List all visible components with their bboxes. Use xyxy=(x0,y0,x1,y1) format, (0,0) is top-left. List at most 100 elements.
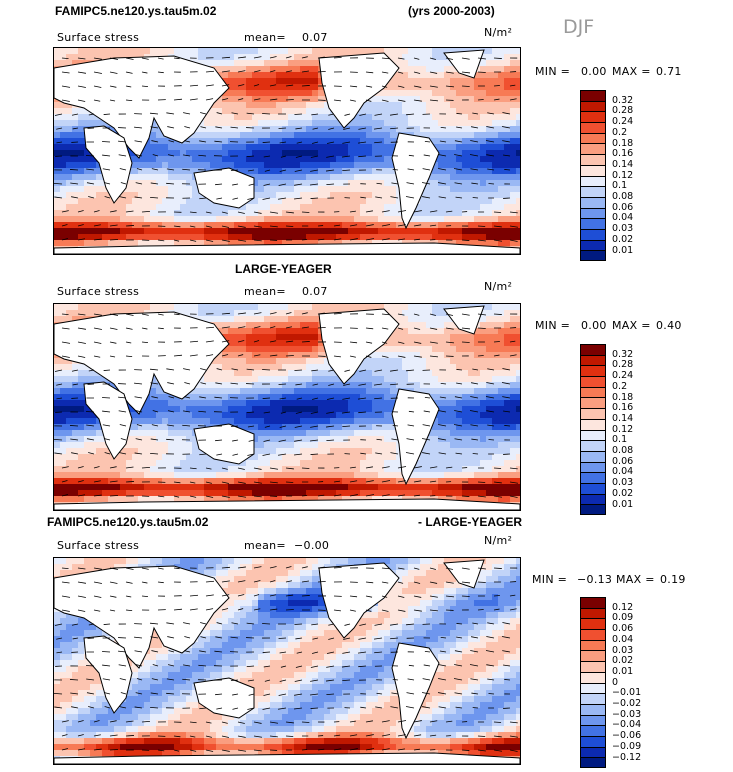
colorbar-tick-label: 0.16 xyxy=(612,402,634,414)
colorbar-tick-label: −0.03 xyxy=(612,708,642,720)
colorbar-tick-label: 0.12 xyxy=(612,601,634,613)
colorbar-swatch xyxy=(580,186,606,197)
colorbar-tick-label: 0.14 xyxy=(612,412,634,424)
colorbar-tick-label: 0.18 xyxy=(612,137,634,149)
panel-1-min-label: MIN = xyxy=(535,65,571,78)
colorbar-swatch xyxy=(580,693,606,704)
colorbar-swatch xyxy=(580,450,606,462)
panel-2-colorbar xyxy=(580,344,606,515)
colorbar-swatch xyxy=(580,735,606,747)
panel-1-colorbar xyxy=(580,90,606,261)
panel-2-field-label: Surface stress xyxy=(57,285,140,298)
colorbar-tick-label: 0.28 xyxy=(612,105,634,117)
colorbar-tick-label: 0.16 xyxy=(612,148,634,160)
colorbar-swatch xyxy=(580,228,606,240)
colorbar-swatch xyxy=(580,429,606,441)
colorbar-tick-label: 0.09 xyxy=(612,612,634,624)
colorbar-tick-label: 0.24 xyxy=(612,370,634,382)
panel-3-units: N/m² xyxy=(484,534,513,547)
colorbar-swatch xyxy=(580,725,606,736)
colorbar-swatch xyxy=(580,365,606,377)
colorbar-swatch xyxy=(580,250,606,261)
colorbar-tick-label: 0.08 xyxy=(612,191,634,202)
colorbar-swatch xyxy=(580,746,606,758)
continents xyxy=(54,305,520,510)
panel-3-max-value: 0.19 xyxy=(660,573,686,586)
panel-1-title-right: (yrs 2000-2003) xyxy=(408,4,495,18)
colorbar-swatch xyxy=(580,132,606,144)
colorbar-tick-label: −0.02 xyxy=(612,698,642,709)
continents xyxy=(54,559,520,764)
colorbar-swatch xyxy=(580,164,606,176)
colorbar-swatch xyxy=(580,650,606,662)
colorbar-tick-label: 0.12 xyxy=(612,169,634,181)
colorbar-tick-label: 0.32 xyxy=(612,348,634,360)
colorbar-swatch xyxy=(580,671,606,683)
panel-2-title-center: LARGE-YEAGER xyxy=(235,262,332,276)
panel-1-max-value: 0.71 xyxy=(656,65,682,78)
colorbar-swatch xyxy=(580,111,606,123)
colorbar-swatch xyxy=(580,661,606,672)
panel-2-map xyxy=(53,303,521,511)
colorbar-swatch xyxy=(580,100,606,112)
panel-2-mean-value: 0.07 xyxy=(302,285,328,298)
colorbar-tick-label: 0.32 xyxy=(612,94,634,106)
colorbar-tick-label: 0.01 xyxy=(612,498,634,510)
colorbar-swatch xyxy=(580,90,606,101)
colorbar-tick-label: 0.18 xyxy=(612,391,634,403)
wind-stress-vectors xyxy=(54,566,519,752)
colorbar-tick-label: 0.03 xyxy=(612,477,634,489)
panel-1-field-label: Surface stress xyxy=(57,31,140,44)
colorbar-swatch xyxy=(580,376,606,387)
colorbar-swatch xyxy=(580,408,606,419)
colorbar-tick-label: 0.06 xyxy=(612,455,634,467)
colorbar-swatch xyxy=(580,504,606,515)
colorbar-tick-label: 0.08 xyxy=(612,445,634,456)
colorbar-swatch xyxy=(580,143,606,155)
panel-2-min-value: 0.00 xyxy=(581,319,607,332)
panel-1-max-label: MAX = xyxy=(612,65,651,78)
colorbar-tick-label: 0.12 xyxy=(612,423,634,435)
panel-1-min-value: 0.00 xyxy=(581,65,607,78)
colorbar-tick-label: 0.03 xyxy=(612,644,634,656)
panel-3-map-svg xyxy=(54,558,520,764)
panel-1-title-left: FAMIPC5.ne120.ys.tau5m.02 xyxy=(55,4,217,18)
colorbar-tick-label: 0.2 xyxy=(612,380,628,392)
panel-3-field-label: Surface stress xyxy=(57,539,140,552)
colorbar-tick-label: 0.02 xyxy=(612,487,634,499)
colorbar-tick-label: 0.04 xyxy=(612,212,634,224)
colorbar-tick-label: −0.06 xyxy=(612,730,642,742)
colorbar-swatch xyxy=(580,493,606,505)
season-label: DJF xyxy=(563,16,595,38)
colorbar-tick-label: −0.01 xyxy=(612,687,642,699)
panel-2-units: N/m² xyxy=(484,280,513,293)
colorbar-tick-label: 0.02 xyxy=(612,655,634,667)
colorbar-tick-label: 0.2 xyxy=(612,126,628,138)
colorbar-tick-label: 0.06 xyxy=(612,623,634,635)
colorbar-swatch xyxy=(580,344,606,355)
panel-3-map xyxy=(53,557,521,765)
panel-3-title-right: - LARGE-YEAGER xyxy=(418,515,523,529)
panel-2-min-label: MIN = xyxy=(535,319,571,332)
colorbar-tick-label: −0.04 xyxy=(612,719,642,731)
colorbar-tick-label: −0.12 xyxy=(612,751,642,763)
colorbar-swatch xyxy=(580,418,606,430)
colorbar-tick-label: 0.04 xyxy=(612,466,634,478)
panel-3-max-label: MAX = xyxy=(616,573,655,586)
colorbar-tick-label: 0.01 xyxy=(612,665,634,677)
panel-2-max-value: 0.40 xyxy=(656,319,682,332)
colorbar-tick-label: 0.02 xyxy=(612,233,634,245)
colorbar-swatch xyxy=(580,218,606,229)
panel-3-min-label: MIN = xyxy=(532,573,568,586)
colorbar-swatch xyxy=(580,175,606,187)
colorbar-swatch xyxy=(580,154,606,165)
wind-stress-vectors xyxy=(54,56,519,242)
panel-3-min-value: −0.13 xyxy=(577,573,613,586)
panel-3-mean-value: −0.00 xyxy=(294,539,330,552)
panel-3-colorbar xyxy=(580,597,606,768)
panel-1-mean-label: mean= xyxy=(244,31,286,44)
colorbar-tick-label: 0.14 xyxy=(612,158,634,170)
colorbar-tick-label: 0.1 xyxy=(612,180,628,192)
colorbar-swatch xyxy=(580,386,606,398)
colorbar-swatch xyxy=(580,607,606,619)
